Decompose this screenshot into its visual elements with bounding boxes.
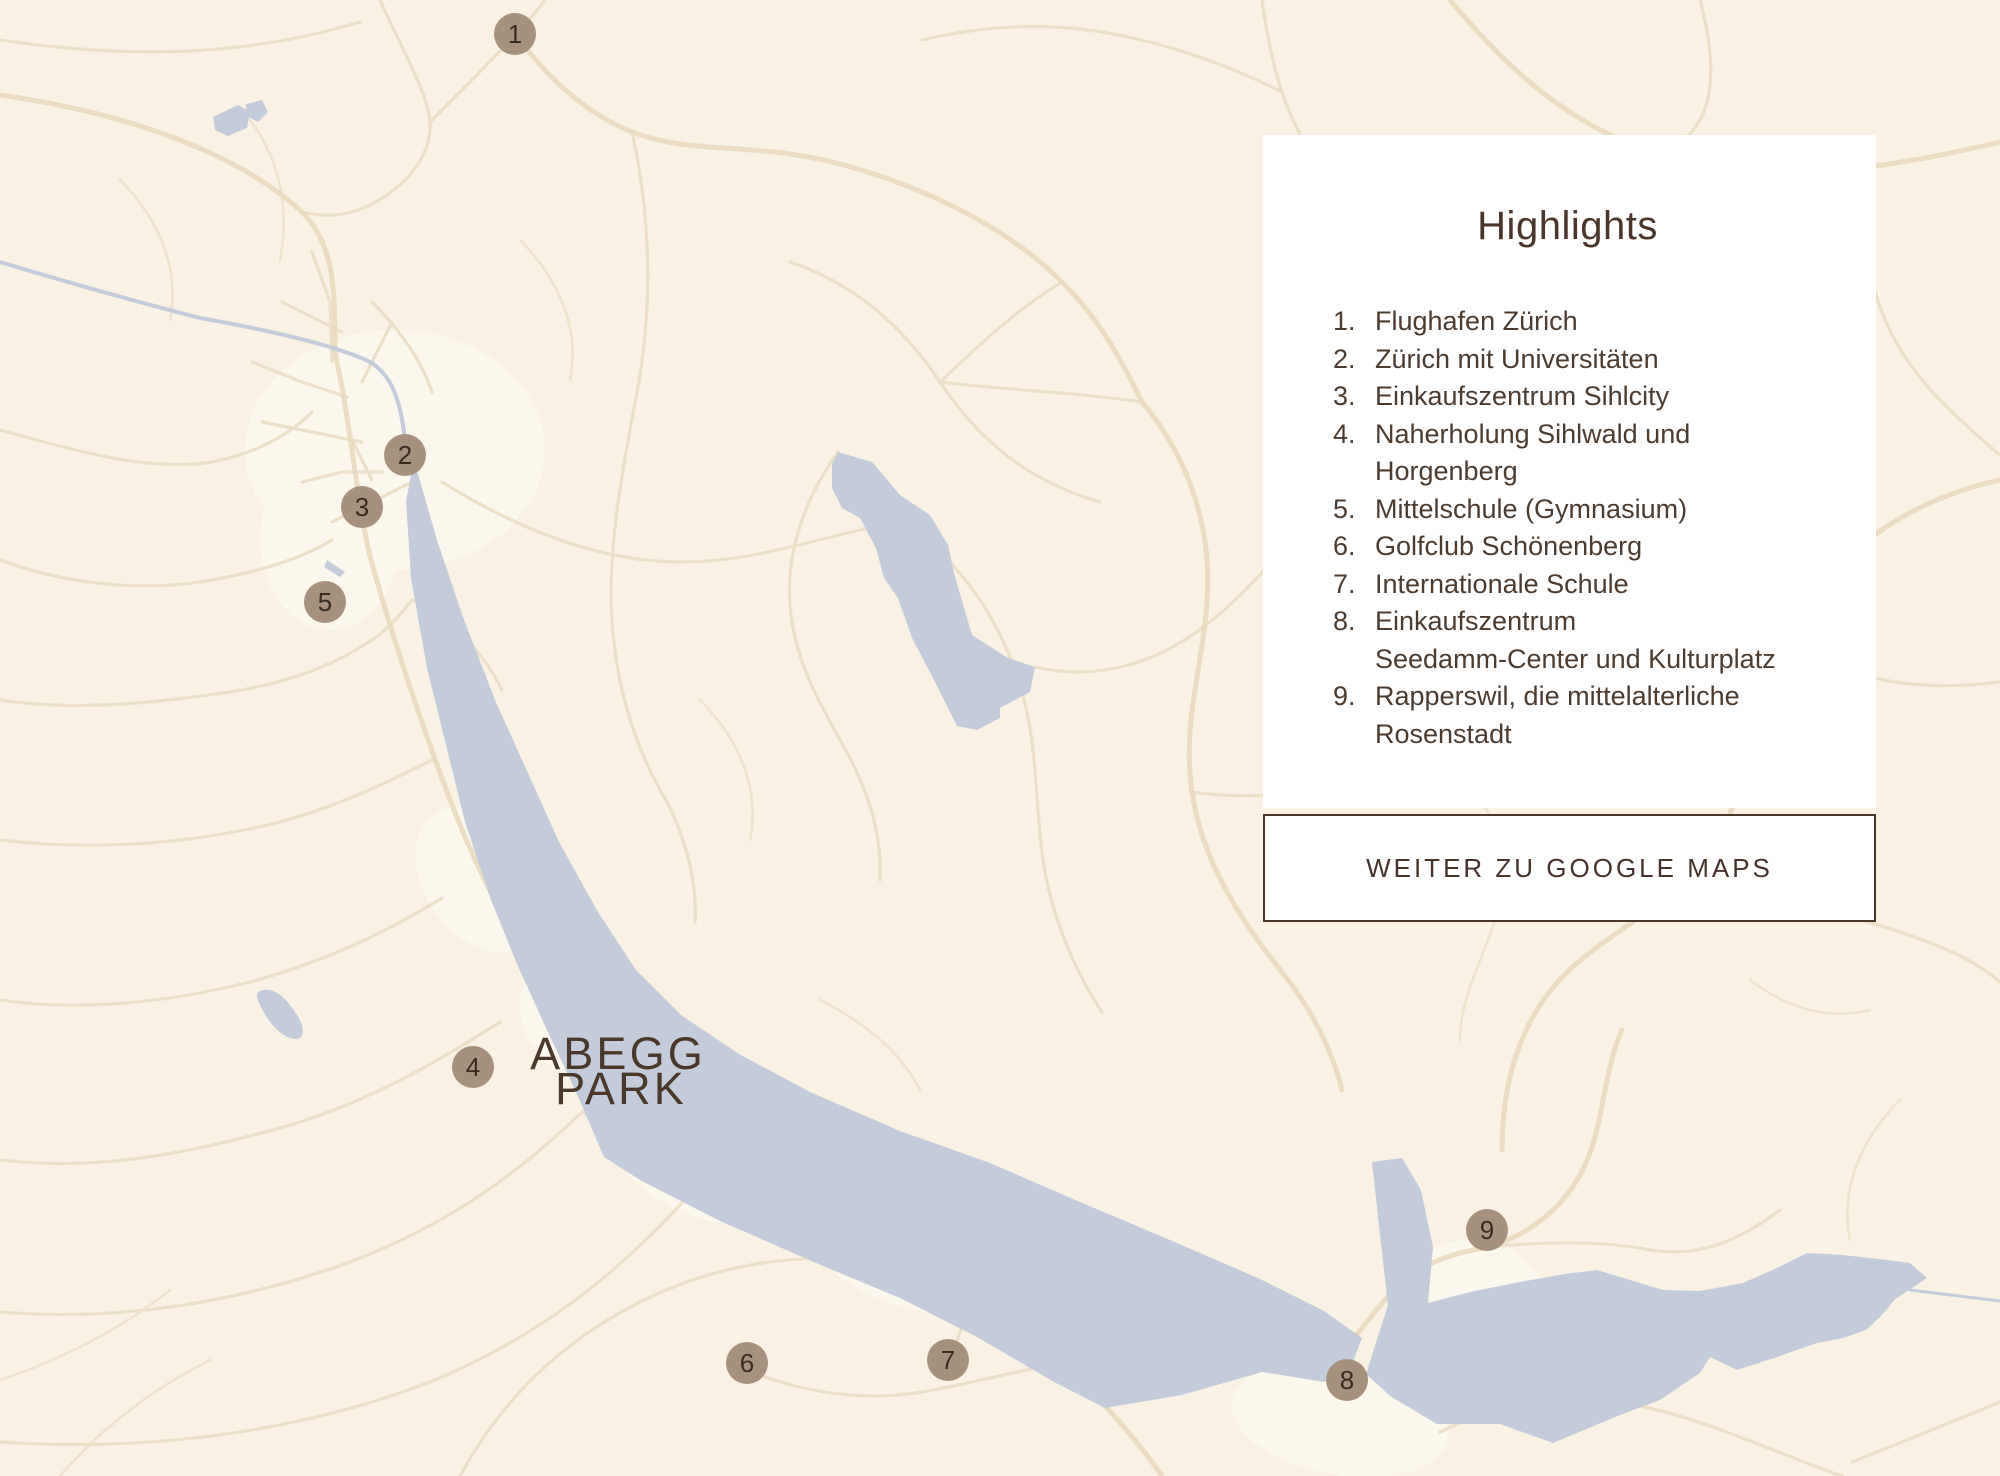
map-marker-3: 3 [341, 486, 383, 528]
map-marker-8: 8 [1326, 1359, 1368, 1402]
item-number: 8. [1333, 606, 1356, 636]
abegg-park-logo: ABEGG PARK [530, 1028, 706, 1114]
item-number: 9. [1333, 681, 1356, 711]
item-number: 2. [1333, 343, 1356, 374]
water-bodies [213, 100, 1927, 1443]
item-text: Einkaufszentrum Seedamm-Center und Kultu… [1375, 606, 1776, 674]
rivers [0, 260, 2000, 1303]
item-text: Mittelschule (Gymnasium) [1375, 493, 1688, 524]
item-text: Internationale Schule [1375, 568, 1629, 599]
map-marker-7: 7 [927, 1338, 969, 1381]
highlight-item: 7. Internationale Schule [1333, 566, 1802, 604]
highlight-item: 4. Naherholung Sihlwald und Horgenberg [1333, 416, 1802, 491]
item-text: Einkaufszentrum Sihlcity [1375, 381, 1670, 411]
item-number: 1. [1333, 306, 1356, 336]
pond-small-1 [213, 105, 250, 136]
highlights-panel: Highlights 1. Flughafen Zürich 2. Zürich m… [1263, 135, 1876, 808]
item-number: 6. [1333, 531, 1356, 561]
highlights-list: 1. Flughafen Zürich 2. Zürich mit Universi… [1333, 303, 1802, 753]
map-marker-2: 2 [384, 434, 426, 477]
panel-title: Highlights [1477, 204, 1658, 248]
item-text: Naherholung Sihlwald und Horgenberg [1375, 418, 1691, 487]
highlight-item: 9. Rapperswil, die mittelalterliche Rosen… [1333, 678, 1802, 753]
highlight-item: 5. Mittelschule (Gymnasium) [1333, 491, 1802, 529]
item-number: 3. [1333, 381, 1356, 411]
lake-greifensee [832, 452, 1035, 730]
abegg-park-logo-line1: ABEGG [530, 1028, 706, 1079]
map-marker-4: 4 [452, 1046, 494, 1088]
highlight-item: 6. Golfclub Schönenberg [1333, 528, 1802, 566]
highlight-item: 2. Zürich mit Universitäten [1333, 341, 1802, 379]
map-marker-9: 9 [1466, 1208, 1508, 1251]
google-maps-button-label: WEITER ZU GOOGLE MAPS [1366, 852, 1773, 883]
item-number: 5. [1333, 493, 1356, 524]
pond-small-2 [246, 100, 268, 122]
item-number: 4. [1333, 418, 1356, 449]
pond-tuerlersee [257, 989, 303, 1039]
google-maps-button[interactable]: WEITER ZU GOOGLE MAPS [1263, 814, 1876, 922]
item-text: Rapperswil, die mittelalterliche Rosenst… [1375, 681, 1740, 749]
highlight-item: 3. Einkaufszentrum Sihlcity [1333, 378, 1802, 416]
item-number: 7. [1333, 568, 1356, 599]
item-text: Flughafen Zürich [1375, 306, 1578, 336]
map-marker-1: 1 [494, 12, 536, 55]
highlight-item: 8. Einkaufszentrum Seedamm-Center und Kul… [1333, 603, 1802, 678]
highlight-item: 1. Flughafen Zürich [1333, 303, 1802, 341]
item-text: Zürich mit Universitäten [1375, 343, 1659, 374]
map-marker-5: 5 [304, 581, 346, 624]
abegg-park-logo-line2: PARK [555, 1063, 687, 1114]
item-text: Golfclub Schönenberg [1375, 531, 1643, 561]
lake-obersee [1366, 1158, 1927, 1443]
pond-dash [324, 560, 345, 577]
map-marker-6: 6 [726, 1341, 768, 1384]
lake-zurichsee [406, 460, 1362, 1408]
